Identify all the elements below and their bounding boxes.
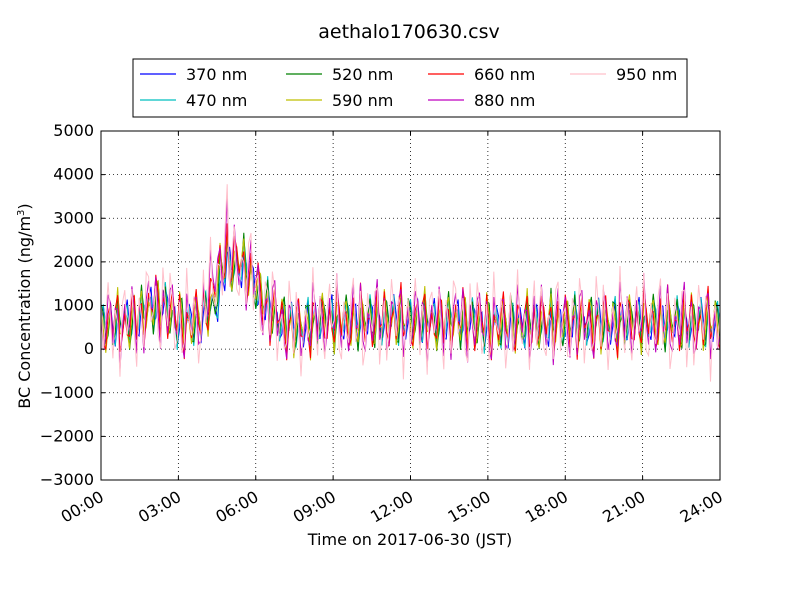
x-tick-label: 15:00 xyxy=(444,487,493,527)
x-tick-label: 24:00 xyxy=(677,487,726,527)
y-tick-label: −1000 xyxy=(40,383,94,402)
legend-label: 880 nm xyxy=(474,91,535,110)
plot-area xyxy=(100,130,721,481)
legend-label: 470 nm xyxy=(186,91,247,110)
legend-frame xyxy=(132,58,688,118)
x-tick-label: 00:00 xyxy=(58,487,107,527)
y-tick-label: 4000 xyxy=(53,165,94,184)
x-tick-label: 06:00 xyxy=(212,487,261,527)
legend-label: 950 nm xyxy=(616,65,677,84)
y-tick-label: 2000 xyxy=(53,252,94,271)
ticks xyxy=(100,130,721,481)
y-tick-label: −2000 xyxy=(40,426,94,445)
y-tick-label: 1000 xyxy=(53,296,94,315)
series-line-950-nm xyxy=(100,184,721,382)
chart-title: aethalo170630.csv xyxy=(318,21,500,43)
x-tick-labels: 00:00 03:00 06:00 09:00 12:00 15:00 18:00 21:00… xyxy=(58,487,726,527)
series-layer xyxy=(100,184,721,382)
x-axis-label: Time on 2017-06-30 (JST) xyxy=(307,530,512,549)
legend-items: 370 nm 470 nm 520 nm 590 nm 660 nm 880 nm 950 … xyxy=(140,65,677,110)
legend-label: 660 nm xyxy=(474,65,535,84)
legend-label: 370 nm xyxy=(186,65,247,84)
legend: 370 nm 470 nm 520 nm 590 nm 660 nm 880 nm 950 … xyxy=(132,58,688,118)
y-tick-label: −3000 xyxy=(40,470,94,489)
x-tick-label: 21:00 xyxy=(599,487,648,527)
x-tick-label: 12:00 xyxy=(367,487,416,527)
legend-label: 590 nm xyxy=(332,91,393,110)
y-tick-label: 0 xyxy=(84,339,94,358)
y-tick-labels: −3000 −2000 −1000 0 1000 2000 3000 4000 5000 xyxy=(40,121,94,489)
y-tick-label: 5000 xyxy=(53,121,94,140)
y-axis-label-end: ) xyxy=(15,203,34,209)
y-axis-label-sup: 3 xyxy=(16,210,27,216)
y-axis-label: BC Concentration (ng/m3) xyxy=(15,203,34,408)
x-tick-label: 03:00 xyxy=(135,487,184,527)
y-tick-label: 3000 xyxy=(53,208,94,227)
y-axis-label-main: BC Concentration (ng/m xyxy=(15,216,34,409)
x-tick-label: 18:00 xyxy=(522,487,571,527)
x-tick-label: 09:00 xyxy=(290,487,339,527)
legend-label: 520 nm xyxy=(332,65,393,84)
